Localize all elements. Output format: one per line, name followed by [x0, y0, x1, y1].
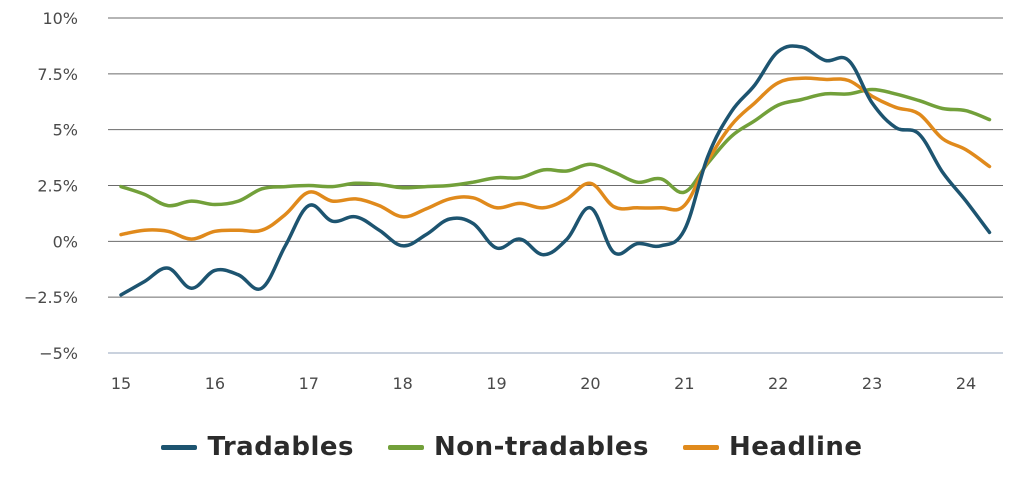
y-tick-label: 2.5%	[37, 177, 78, 196]
x-axis-ticks: 15 16 17 18 19 20 21 22 23 24	[111, 374, 976, 393]
y-tick-label: 10%	[42, 9, 78, 28]
series-line-non-tradables	[119, 87, 992, 208]
series-line-tradables	[119, 44, 992, 297]
legend-swatch-tradables	[161, 444, 198, 450]
legend-label-headline: Headline	[729, 432, 863, 462]
x-tick-label: 19	[486, 374, 506, 393]
x-tick-label: 16	[205, 374, 225, 393]
y-tick-label: 0%	[53, 232, 78, 251]
x-tick-label: 21	[674, 374, 694, 393]
y-axis-ticks: 10% 7.5% 5% 2.5% 0% −2.5% −5%	[24, 9, 78, 363]
y-tick-label: −2.5%	[24, 288, 78, 307]
legend-label-tradables: Tradables	[207, 432, 354, 462]
x-tick-label: 23	[862, 374, 882, 393]
legend-item-headline: Headline	[683, 432, 863, 462]
legend-swatch-headline	[683, 444, 720, 450]
y-tick-label: −5%	[39, 344, 78, 363]
x-tick-label: 20	[580, 374, 600, 393]
series-lines	[119, 44, 992, 297]
legend-label-non-tradables: Non-tradables	[434, 432, 650, 462]
x-tick-label: 18	[392, 374, 412, 393]
y-tick-label: 5%	[53, 121, 78, 140]
x-tick-label: 15	[111, 374, 131, 393]
x-tick-label: 24	[956, 374, 976, 393]
line-chart: 10% 7.5% 5% 2.5% 0% −2.5% −5% 15 16 17 18 19 20 21 22…	[24, 9, 1003, 393]
series-line-headline	[119, 76, 992, 241]
legend-item-tradables: Tradables	[161, 432, 354, 462]
legend: Tradables Non-tradables Headline	[0, 432, 1024, 462]
legend-item-non-tradables: Non-tradables	[388, 432, 649, 462]
legend-swatch-non-tradables	[388, 444, 424, 450]
y-tick-label: 7.5%	[37, 65, 78, 84]
grid-lines	[108, 17, 1003, 354]
x-tick-label: 17	[299, 374, 319, 393]
x-tick-label: 22	[768, 374, 788, 393]
